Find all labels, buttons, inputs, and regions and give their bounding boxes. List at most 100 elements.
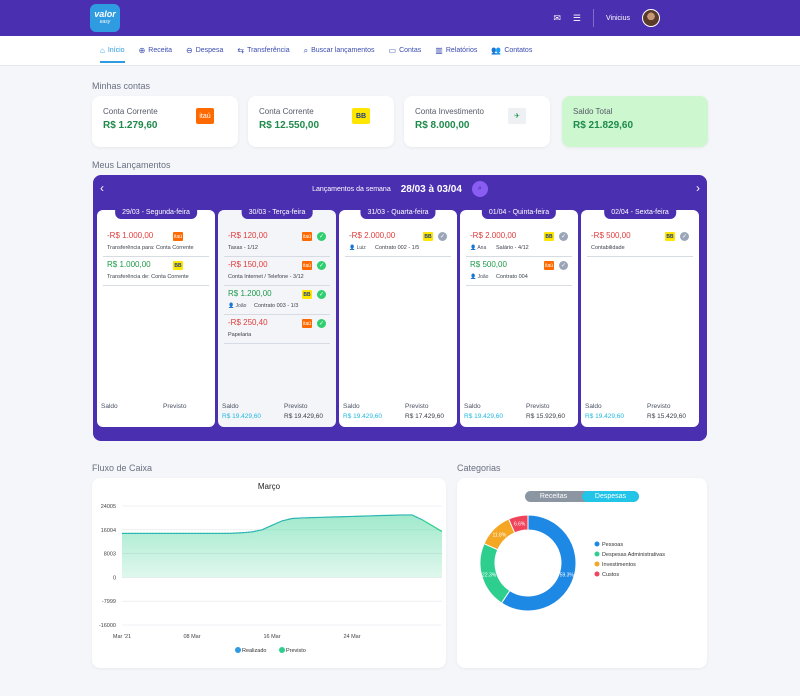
nav-icon: ⊖ [186, 46, 193, 55]
saldo-value: R$ 19.429,60 [464, 413, 504, 420]
pending-check-icon[interactable]: ✓ [438, 232, 447, 241]
transaction-item[interactable]: -R$ 250,40 itaú ✓ Papelaria [224, 315, 330, 344]
nav-item-7[interactable]: 👥 Contatos [491, 36, 532, 66]
app-logo[interactable]: valor easy [90, 4, 120, 32]
avatar[interactable] [642, 9, 660, 27]
day-title: 29/03 - Segunda-feira [115, 207, 197, 219]
legend-dot [594, 541, 600, 547]
nav-label: Despesa [195, 47, 224, 54]
account-card[interactable]: Conta Investimento R$ 8.000,00 ✈ [404, 96, 550, 147]
account-name: Conta Corrente [259, 107, 314, 116]
day-footer: Saldo Previsto R$ 19.429,60 R$ 15.929,60 [464, 403, 574, 425]
transaction-item[interactable]: -R$ 1.000,00 itaú Transferência para: Cont… [103, 228, 209, 257]
bank-logo-icon: itaú [544, 261, 554, 270]
day-footer: Saldo Previsto R$ 19.429,60 R$ 17.429,60 [343, 403, 453, 425]
transaction-item[interactable]: -R$ 120,00 itaú ✓ Taxas - 1/12 [224, 228, 330, 257]
day-title: 02/04 - Sexta-feira [604, 207, 676, 219]
saldo-value: R$ 19.429,60 [222, 413, 262, 420]
legend-label: Despesas Administrativas [602, 552, 665, 558]
transaction-item[interactable]: -R$ 500,00 BB ✓ Contabilidade [587, 228, 693, 257]
mail-icon[interactable]: ✉ [553, 12, 561, 23]
next-week-arrow-icon[interactable]: › [696, 181, 700, 195]
account-card[interactable]: Conta Corrente R$ 1.279,60 itaú [92, 96, 238, 147]
confirmed-check-icon[interactable]: ✓ [317, 319, 326, 328]
confirmed-check-icon[interactable]: ✓ [317, 261, 326, 270]
x-tick-label: 24 Mar [343, 634, 360, 640]
transaction-item[interactable]: R$ 1.000,00 BB Transferência de: Conta Cor… [103, 257, 209, 286]
pending-check-icon[interactable]: ✓ [680, 232, 689, 241]
toggle-receitas[interactable]: Receitas [539, 493, 568, 500]
transaction-description: Contabilidade [591, 245, 625, 251]
nav-item-3[interactable]: ⇆ Transferência [237, 36, 289, 66]
nav-label: Relatórios [445, 47, 478, 54]
search-icon[interactable]: ⌕ [471, 181, 488, 197]
pending-check-icon[interactable]: ✓ [559, 261, 568, 270]
account-balance: R$ 1.279,60 [103, 120, 158, 131]
nav-item-4[interactable]: ⌕ Buscar lançamentos [304, 36, 375, 66]
contact-name: 👤 Ana [470, 245, 486, 251]
day-column: 30/03 - Terça-feira -R$ 120,00 itaú ✓ Taxas … [218, 207, 336, 427]
nav-item-0[interactable]: ⌂ Início [100, 36, 125, 66]
previsto-label: Previsto [526, 403, 550, 410]
bank-logo-icon: itaú [302, 261, 312, 270]
legend-dot [235, 647, 241, 653]
y-tick-label: -16000 [99, 623, 116, 629]
transaction-item[interactable]: -R$ 2.000,00 BB ✓ 👤 Ana Salário - 4/12 [466, 228, 572, 257]
transaction-amount: -R$ 150,00 [228, 260, 268, 269]
day-column: 02/04 - Sexta-feira -R$ 500,00 BB ✓ Contabil… [581, 207, 699, 427]
legend-dot [594, 561, 600, 567]
accounts-section-title: Minhas contas [92, 81, 151, 91]
contact-name: 👤 João [470, 274, 488, 280]
nav-item-1[interactable]: ⊕ Receita [139, 36, 172, 66]
confirmed-check-icon[interactable]: ✓ [317, 232, 326, 241]
slice-label: 22.3% [482, 572, 497, 578]
toggle-despesas[interactable]: Despesas [582, 491, 639, 502]
settings-sliders-icon[interactable]: ☰ [572, 12, 581, 23]
investment-logo-icon: ✈ [508, 108, 526, 124]
account-name: Conta Corrente [103, 107, 158, 116]
account-card[interactable]: Conta Corrente R$ 12.550,00 BB [248, 96, 394, 147]
banco-do-brasil-logo-icon: BB [352, 108, 370, 124]
nav-item-6[interactable]: ▥ Relatórios [435, 36, 477, 66]
x-tick-label: Mar '21 [113, 634, 131, 640]
transaction-item[interactable]: -R$ 150,00 itaú ✓ Conta Internet / Telefone… [224, 257, 330, 286]
transaction-description: Contrato 002 - 1/5 [375, 245, 420, 251]
x-tick-label: 08 Mar [183, 634, 200, 640]
nav-icon: ▥ [435, 46, 443, 55]
transaction-description: Contrato 003 - 1/3 [254, 303, 299, 309]
contact-label: Ana [477, 245, 487, 251]
nav-item-2[interactable]: ⊖ Despesa [186, 36, 223, 66]
nav-label: Receita [148, 47, 173, 54]
y-tick-label: 16004 [101, 528, 116, 534]
user-name[interactable]: Vinicius [606, 14, 630, 22]
day-footer: Saldo Previsto R$ 19.429,60 R$ 19.429,60 [222, 403, 332, 425]
bank-logo-icon: BB [302, 290, 312, 299]
slice-label: 59.3% [560, 573, 575, 579]
nav-icon: ▭ [388, 46, 397, 55]
transaction-description: Transferência para: Conta Corrente [107, 245, 194, 251]
transaction-item[interactable]: -R$ 2.000,00 BB ✓ 👤 Luiz Contrato 002 - 1/5 [345, 228, 451, 257]
day-title: 30/03 - Terça-feira [241, 207, 313, 219]
previous-week-arrow-icon[interactable]: ‹ [100, 181, 104, 195]
x-tick-label: 16 Mar [263, 634, 280, 640]
income-expense-toggle[interactable]: Receitas Despesas [525, 491, 639, 502]
transaction-amount: R$ 1.000,00 [107, 260, 151, 269]
transaction-item[interactable]: R$ 1.200,00 BB ✓ 👤 João Contrato 003 - 1/3 [224, 286, 330, 315]
day-column: 31/03 - Quarta-feira -R$ 2.000,00 BB ✓ 👤 Lui… [339, 207, 457, 427]
previsto-label: Previsto [163, 403, 187, 410]
previsto-label: Previsto [647, 403, 671, 410]
day-footer: Saldo Previsto R$ 19.429,60 R$ 15.429,60 [585, 403, 695, 425]
nav-icon: ⌂ [100, 46, 105, 55]
legend-label: Pessoas [602, 542, 623, 548]
pending-check-icon[interactable]: ✓ [559, 232, 568, 241]
legend-label: Investimentos [602, 562, 636, 568]
confirmed-check-icon[interactable]: ✓ [317, 290, 326, 299]
nav-item-5[interactable]: ▭ Contas [389, 36, 422, 66]
contact-name: 👤 João [228, 303, 246, 309]
day-title: 31/03 - Quarta-feira [360, 207, 436, 219]
transaction-amount: -R$ 2.000,00 [470, 231, 517, 240]
legend-dot [594, 551, 600, 557]
transaction-description: Papelaria [228, 332, 252, 338]
transaction-item[interactable]: R$ 500,00 itaú ✓ 👤 João Contrato 004 [466, 257, 572, 286]
saldo-label: Saldo [343, 403, 360, 410]
